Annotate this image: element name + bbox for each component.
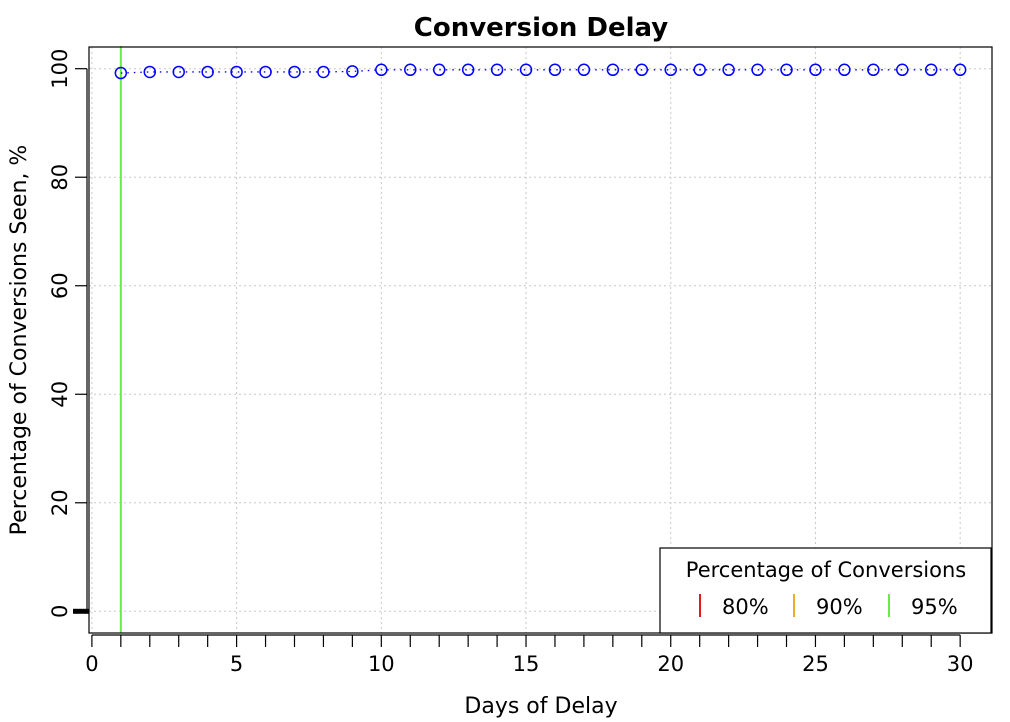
y-tick-label: 40 [48,381,72,408]
data-point [577,63,591,77]
x-tick-label: 20 [657,652,684,676]
data-point [375,63,388,77]
data-point [809,63,822,77]
data-point [867,63,880,77]
legend-label: 90% [816,595,863,619]
data-point [635,63,649,77]
data-point [490,63,504,77]
data-point [664,63,677,77]
data-point [780,63,793,77]
data-point [114,66,128,80]
data-point [461,63,475,77]
grid-lines [89,47,992,633]
data-point [172,65,185,79]
data-point [143,65,157,79]
x-axis-label: Days of Delay [464,694,617,719]
data-point [751,63,764,77]
data-point [896,63,909,77]
x-tick-label: 25 [802,652,829,676]
data-point [953,63,967,77]
x-tick-label: 15 [513,652,540,676]
data-series [114,63,967,80]
legend-title: Percentage of Conversions [686,558,966,582]
data-point [924,63,938,77]
data-point [288,65,301,79]
data-point [548,63,562,77]
zero-rug-mark [73,608,89,614]
data-point [317,65,330,79]
legend-label: 80% [722,595,769,619]
chart-title: Conversion Delay [414,13,669,43]
data-point [346,65,359,78]
x-tick-label: 10 [368,652,395,676]
x-tick-label: 5 [230,652,243,676]
y-tick-label: 80 [48,164,72,191]
y-tick-label: 60 [48,272,72,299]
axes: 0 5 10 15 20 25 30 0 20 40 60 80 100 [48,49,974,676]
data-point [230,65,243,79]
data-point [201,65,214,79]
legend-box [659,547,992,634]
x-tick-label: 0 [85,652,98,676]
legend: Percentage of Conversions 80% 90% 95% [659,547,992,634]
data-point [722,63,735,77]
y-tick-label: 100 [48,49,72,89]
y-tick-label: 20 [48,489,72,516]
data-point [693,63,706,77]
legend-label: 95% [911,595,958,619]
data-point [259,65,272,79]
data-point [432,63,446,77]
legend-items: 80% 90% 95% [699,594,958,619]
data-point [606,63,620,77]
data-point [404,63,417,77]
y-tick-label: 0 [48,605,72,618]
plot-frame [88,46,993,634]
data-point [838,63,851,77]
y-axis-label: Percentage of Conversions Seen, % [7,145,32,536]
x-tick-label: 30 [947,652,974,676]
data-point [519,63,533,77]
